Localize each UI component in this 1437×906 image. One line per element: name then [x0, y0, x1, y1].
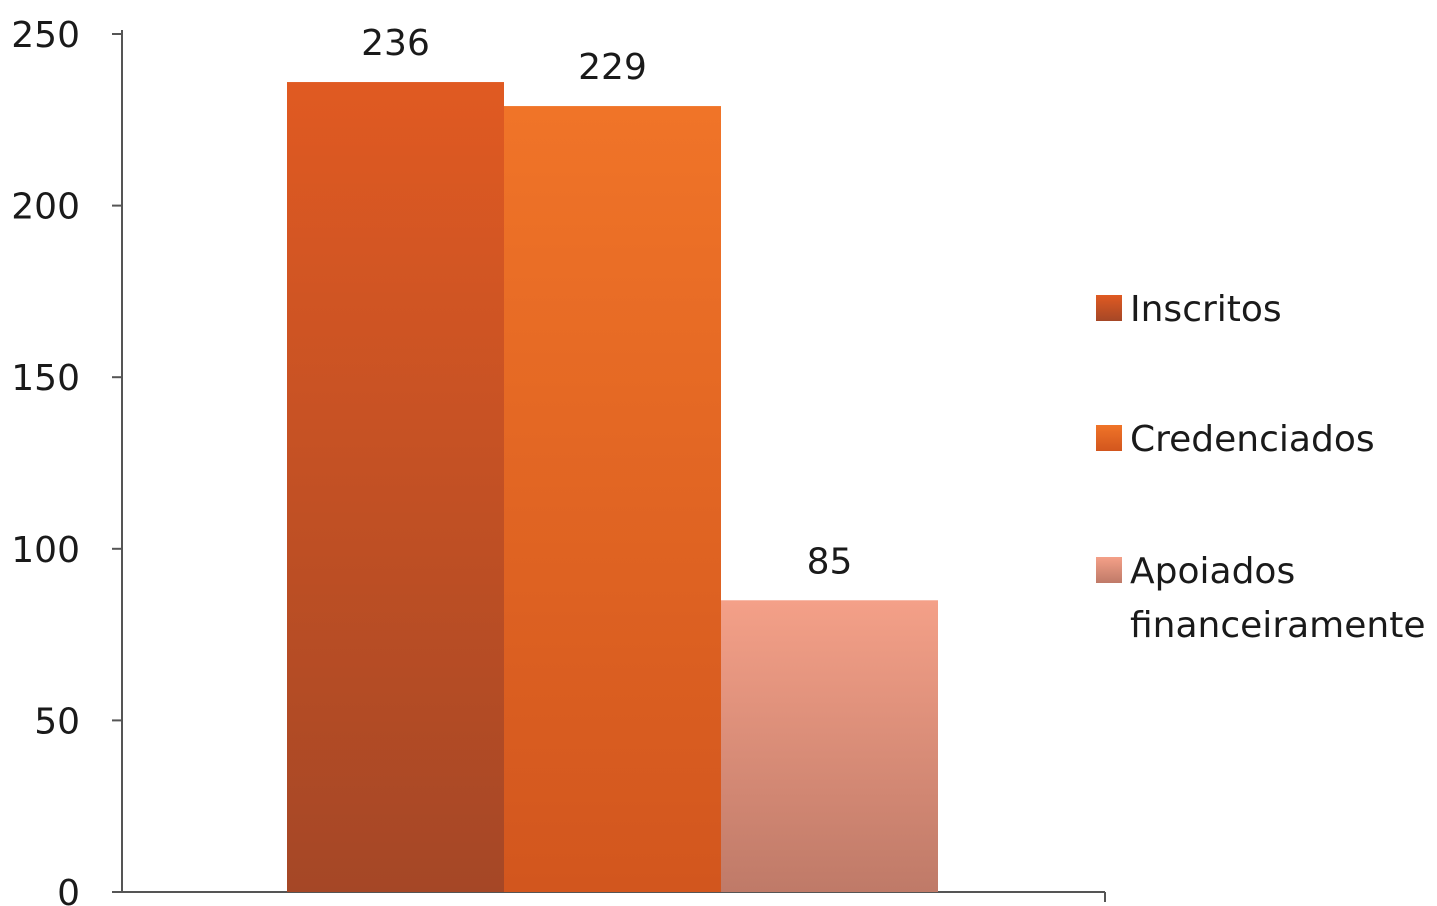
data-label: 229: [578, 47, 647, 88]
y-tick-label: 0: [57, 873, 80, 906]
y-tick-label: 200: [11, 187, 80, 228]
bar-apoiados-financeiramente: [721, 600, 938, 892]
legend-item: Inscritos: [1096, 289, 1282, 330]
legend-label: Apoiados financeiramente: [1130, 551, 1425, 646]
legend-swatch: [1096, 425, 1122, 451]
data-label: 85: [807, 541, 853, 582]
bars: [287, 82, 938, 893]
legend: Inscritos Credenciados Apoiados financeiram…: [1096, 289, 1425, 646]
y-tick-label: 150: [11, 358, 80, 399]
y-tick-label: 100: [11, 530, 80, 571]
legend-label: Credenciados: [1130, 419, 1375, 460]
legend-label: Inscritos: [1130, 289, 1282, 330]
y-tick-label: 250: [11, 15, 80, 56]
legend-item: Credenciados: [1096, 419, 1375, 460]
bar-credenciados: [504, 106, 721, 892]
legend-swatch: [1096, 295, 1122, 321]
legend-swatch: [1096, 557, 1122, 583]
bar-inscritos: [287, 82, 504, 893]
y-axis: 0 50 100 150 200 250: [11, 15, 123, 906]
data-labels: 236 229 85: [361, 23, 852, 582]
data-label: 236: [361, 23, 430, 64]
x-axis: [122, 891, 1106, 902]
legend-item: Apoiados financeiramente: [1096, 551, 1425, 646]
y-tick-label: 50: [34, 701, 80, 742]
